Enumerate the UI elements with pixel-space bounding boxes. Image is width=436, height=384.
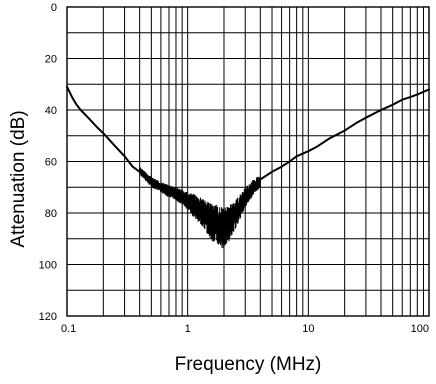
y-tick-labels: 0 20 40 60 80 100 120 [39,2,57,323]
y-tick-label: 100 [39,260,57,272]
plot-frame [66,6,430,317]
x-tick-label: 0.1 [61,323,76,335]
y-tick-label: 0 [51,2,57,14]
noise-band [139,167,261,249]
x-tick-labels: 0.1 1 10 100 [61,323,429,335]
y-tick-label: 40 [45,105,57,117]
x-axis-label: Frequency (MHz) [175,354,322,375]
x-tick-label: 100 [411,323,429,335]
y-tick-label: 20 [45,54,57,66]
y-tick-label: 120 [39,311,57,323]
y-axis-label: Attenuation (dB) [8,110,29,247]
attenuation-trace [66,85,430,222]
trace [66,85,430,222]
x-tick-label: 1 [185,323,191,335]
y-tick-label: 60 [45,157,57,169]
y-tick-label: 80 [45,208,57,220]
grid [67,7,429,316]
x-tick-label: 10 [302,323,314,335]
